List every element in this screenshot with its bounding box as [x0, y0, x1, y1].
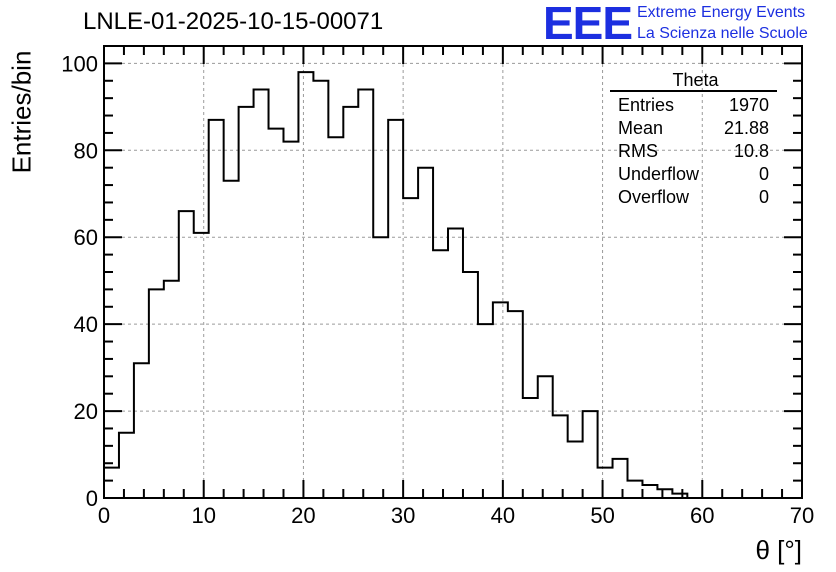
stats-row-underflow: Underflow 0 [610, 163, 777, 186]
x-tick-label: 50 [590, 503, 614, 528]
stats-box: Theta Entries 1970 Mean 21.88 RMS 10.8 U… [610, 70, 777, 209]
stats-row-entries: Entries 1970 [610, 94, 777, 117]
x-axis-label: θ [°] [755, 535, 802, 565]
y-axis-label: Entries/bin [6, 50, 37, 174]
x-tick-label: 30 [391, 503, 415, 528]
y-tick-label: 40 [74, 312, 98, 337]
stats-value: 1970 [728, 95, 769, 115]
x-tick-label: 60 [690, 503, 714, 528]
logo-text-line1: Extreme Energy Events [637, 4, 806, 21]
x-tick-label: 70 [790, 503, 814, 528]
y-tick-label: 100 [61, 51, 98, 76]
stats-label: Underflow [618, 164, 700, 184]
eee-logo-mark: EEE [543, 0, 633, 49]
stats-value: 0 [758, 187, 769, 207]
stats-row-mean: Mean 21.88 [610, 117, 777, 140]
x-tick-label: 20 [291, 503, 315, 528]
y-tick-label: 60 [74, 225, 98, 250]
x-tick-label: 0 [98, 503, 110, 528]
stats-label: RMS [618, 141, 658, 161]
y-tick-label: 20 [74, 399, 98, 424]
histogram-series [103, 71, 793, 499]
stats-histogram-name: Theta [672, 70, 719, 90]
x-tick-label: 40 [491, 503, 515, 528]
stats-row-rms: RMS 10.8 [610, 140, 777, 163]
x-tick-label: 10 [191, 503, 215, 528]
axis-tick-labels: 0 10 20 30 40 50 60 70 0 20 40 60 80 100 [61, 51, 814, 528]
chart-title: LNLE-01-2025-10-15-00071 [83, 8, 384, 35]
y-tick-label: 0 [86, 486, 98, 511]
stats-value: 21.88 [723, 118, 769, 138]
stats-label: Overflow [618, 187, 690, 207]
y-tick-label: 80 [74, 138, 98, 163]
stats-label: Entries [618, 95, 675, 115]
stats-label: Mean [618, 118, 664, 138]
stats-separator [610, 90, 777, 92]
histogram-outline [103, 71, 793, 499]
grid-lines [104, 46, 802, 498]
axis-ticks [103, 45, 803, 499]
logo-text-line2: La Scienza nelle Scuole [637, 25, 808, 42]
stats-value: 10.8 [733, 141, 769, 161]
stats-row-overflow: Overflow 0 [610, 186, 777, 209]
stats-value: 0 [758, 164, 769, 184]
